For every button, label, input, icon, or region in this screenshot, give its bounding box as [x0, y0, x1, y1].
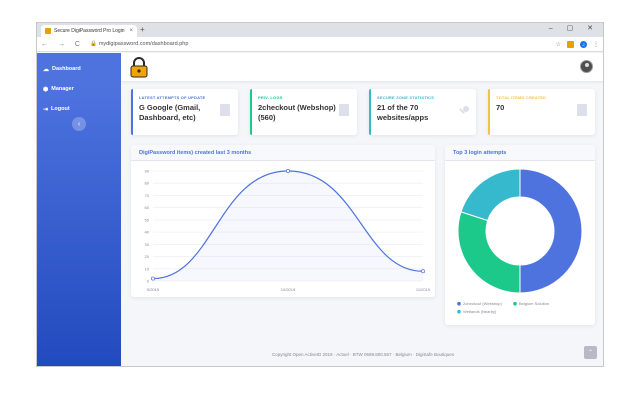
sidebar-item-manager[interactable]: ⬢ Manager [37, 79, 121, 99]
footer-text: Copyright Open ActiveID 2019 · Actuel · … [271, 351, 455, 357]
new-tab-icon[interactable]: + [140, 25, 145, 34]
card-value: 70 [496, 103, 505, 112]
legend-swatch [457, 309, 461, 314]
menu-icon[interactable]: ⋮ [593, 41, 599, 48]
card-label: Total items created [496, 95, 547, 100]
x-tick-label: 11/2019 [416, 287, 431, 292]
sidebar-item-dashboard[interactable]: ☁ Dashboard [37, 59, 121, 79]
x-tick-label: 5/2019 [147, 287, 160, 292]
card-value: G Google (Gmail, Dashboard, etc) [139, 103, 201, 122]
y-tick-label: 80 [145, 181, 150, 186]
stat-card-secure-zone: Secure zone statistics 21 of the 70 webs… [369, 89, 476, 135]
y-tick-label: 40 [145, 230, 150, 235]
tab-bar: Secure DigiPassword Pro Login × + – ▢ ✕ [37, 23, 603, 37]
pie-slice [460, 168, 521, 222]
address-bar: ← → C 🔒 mydigipassword.com/dashboard.php … [37, 37, 603, 52]
pie-slice [457, 211, 521, 294]
key-icon [458, 104, 469, 116]
sidebar-item-label: Manager [51, 86, 74, 92]
line-chart-title: DigiPassword items) created last 3 month… [131, 145, 435, 161]
tab-title: Secure DigiPassword Pro Login [54, 28, 125, 34]
sidebar-item-label: Dashboard [52, 66, 81, 72]
main-content: Latest attempts of update G Google (Gmai… [121, 53, 603, 366]
line-chart: 0 10 20 30 40 50 60 70 80 90 5/2019 10/2019 11/2019 [145, 169, 431, 293]
data-point [286, 169, 290, 173]
footer: Copyright Open ActiveID 2019 · Actuel · … [121, 340, 603, 366]
data-point [421, 269, 425, 274]
stat-card-priv-logs: Priv. logs 2checkout (Webshop) (560) [250, 89, 357, 135]
card-label: Latest attempts of update [139, 95, 206, 100]
scroll-top-button[interactable]: ⌃ [584, 346, 597, 359]
pie-chart-title: Top 3 login attempts [445, 145, 595, 161]
sidebar-item-logout[interactable]: ⇥ Logout [37, 99, 121, 119]
stat-card-total-items: Total items created 70 [488, 89, 595, 135]
pie-slice [519, 168, 583, 294]
data-point [151, 276, 155, 281]
lock-logo-icon[interactable] [129, 56, 149, 78]
shield-icon: ⬢ [43, 86, 49, 93]
sidebar: ☁ Dashboard ⬢ Manager ⇥ Logout ‹ [37, 53, 121, 366]
id-card-icon [577, 104, 587, 116]
card-label: Secure zone statistics [377, 95, 435, 100]
y-tick-label: 90 [145, 169, 150, 174]
topbar [121, 53, 603, 81]
user-avatar[interactable] [580, 60, 593, 73]
pie-chart-panel: Top 3 login attempts 2checkout (Webshop)… [445, 145, 595, 325]
extension-lock-icon[interactable] [567, 40, 574, 48]
nav-buttons[interactable]: ← → C [41, 40, 84, 48]
card-value: 2checkout (Webshop) (560) [258, 103, 336, 122]
calendar-icon [220, 104, 230, 116]
legend-label: Belgium Solution [519, 301, 549, 306]
browser-tab[interactable]: Secure DigiPassword Pro Login × [41, 25, 137, 37]
browser-window: Secure DigiPassword Pro Login × + – ▢ ✕ … [36, 22, 604, 367]
lock-icon: 🔒 [89, 41, 97, 47]
tachometer-icon: ☁ [43, 66, 49, 73]
y-tick-label: 50 [145, 217, 150, 222]
url-text: mydigipassword.com/dashboard.php [98, 41, 189, 47]
y-tick-label: 20 [145, 254, 150, 259]
series-area [153, 171, 423, 281]
legend-label: Wetlands (Nearby) [463, 309, 497, 314]
profile-icon[interactable]: J [580, 40, 587, 48]
logout-icon: ⇥ [43, 106, 49, 113]
y-tick-label: 70 [145, 193, 150, 198]
star-icon[interactable]: ☆ [555, 41, 561, 48]
tab-close-icon[interactable]: × [129, 28, 133, 34]
legend-swatch [513, 301, 517, 306]
contact-icon [339, 104, 349, 116]
legend-swatch [457, 301, 461, 306]
app: ☁ Dashboard ⬢ Manager ⇥ Logout ‹ [37, 53, 603, 366]
url-field[interactable]: 🔒 mydigipassword.com/dashboard.php [90, 41, 556, 47]
window-controls[interactable]: – ▢ ✕ [548, 25, 599, 32]
sidebar-toggle-button[interactable]: ‹ [72, 117, 86, 131]
y-tick-label: 0 [147, 279, 150, 284]
line-chart-panel: DigiPassword items) created last 3 month… [131, 145, 435, 297]
donut-chart: 2checkout (Webshop) Belgium Solution Wetla… [457, 168, 583, 314]
legend-label: 2checkout (Webshop) [463, 301, 503, 306]
x-tick-label: 10/2019 [281, 287, 296, 292]
card-label: Priv. logs [258, 95, 283, 100]
y-tick-label: 30 [145, 242, 150, 247]
stat-card-latest-attempts: Latest attempts of update G Google (Gmai… [131, 89, 238, 135]
sidebar-item-label: Logout [51, 106, 70, 112]
card-value: 21 of the 70 websites/apps [377, 103, 429, 122]
y-tick-label: 60 [145, 205, 150, 210]
y-tick-label: 10 [145, 266, 150, 271]
favicon-icon [45, 28, 51, 34]
stat-cards: Latest attempts of update G Google (Gmai… [131, 89, 595, 135]
